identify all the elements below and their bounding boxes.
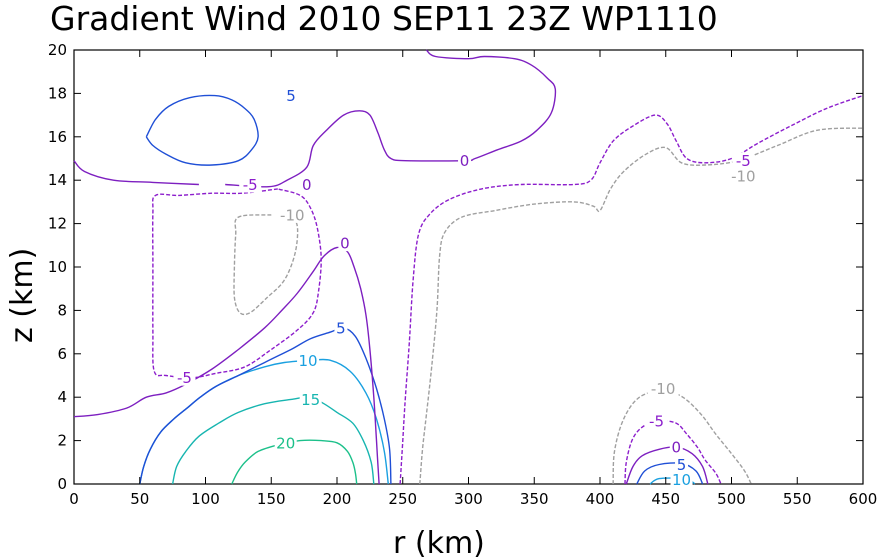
contour-label-background bbox=[727, 167, 759, 184]
x-axis-label: r (km) bbox=[393, 526, 485, 559]
y-tick-label: 18 bbox=[48, 84, 67, 102]
contour-label: 5 bbox=[286, 87, 296, 105]
x-tick-label: 500 bbox=[717, 490, 746, 508]
contour-m5-right bbox=[624, 420, 722, 485]
y-tick-label: 4 bbox=[57, 388, 67, 406]
contour-label-background bbox=[669, 439, 683, 456]
contours bbox=[73, 49, 864, 485]
contour-label: 5 bbox=[677, 456, 687, 474]
y-axis-label: z (km) bbox=[5, 248, 40, 343]
y-tick-label: 16 bbox=[48, 128, 67, 146]
x-tick-label: 0 bbox=[69, 490, 79, 508]
contour-label: -5 bbox=[243, 176, 258, 194]
y-tick-label: 14 bbox=[48, 171, 67, 189]
contour-m5-left bbox=[399, 94, 864, 485]
x-tick-label: 150 bbox=[257, 490, 286, 508]
y-tick-label: 2 bbox=[57, 432, 67, 450]
contour-label: 20 bbox=[276, 434, 295, 452]
x-tick-label: 450 bbox=[651, 490, 680, 508]
x-tick-label: 300 bbox=[454, 490, 483, 508]
contour-label: 0 bbox=[460, 152, 470, 170]
contour-m10-cell bbox=[233, 214, 299, 316]
contour-label: 5 bbox=[336, 319, 346, 337]
contour-5-upper bbox=[145, 94, 259, 166]
contour-label-background bbox=[276, 206, 308, 223]
x-tick-label: 550 bbox=[783, 490, 812, 508]
chart-title: Gradient Wind 2010 SEP11 23Z WP1110 bbox=[50, 0, 718, 38]
contour-label-background bbox=[300, 176, 314, 193]
x-tick-label: 250 bbox=[388, 490, 417, 508]
plot-frame bbox=[73, 49, 864, 485]
x-tick-label: 200 bbox=[323, 490, 352, 508]
contour-label: 10 bbox=[672, 471, 691, 489]
x-tick-label: 350 bbox=[520, 490, 549, 508]
y-tick-label: 6 bbox=[57, 345, 67, 363]
contour-m10-left bbox=[419, 127, 864, 485]
contour-label: 0 bbox=[302, 176, 312, 194]
contour-5-right bbox=[636, 462, 704, 485]
contour-label: -10 bbox=[651, 380, 676, 398]
contour-label-background bbox=[297, 352, 320, 369]
contour-label-background bbox=[458, 152, 472, 169]
y-tick-label: 20 bbox=[48, 41, 67, 59]
contour-label: -5 bbox=[736, 152, 751, 170]
contour-label: -5 bbox=[649, 413, 664, 431]
x-tick-label: 400 bbox=[586, 490, 615, 508]
contour-label-background bbox=[274, 434, 297, 451]
x-tick-label: 100 bbox=[191, 490, 220, 508]
contour-label-background bbox=[239, 176, 262, 193]
contour-label-background bbox=[647, 380, 679, 397]
x-tick-label: 50 bbox=[130, 490, 149, 508]
contour-label: -5 bbox=[177, 369, 192, 387]
contour-0-top bbox=[73, 160, 199, 186]
contour-m10-right bbox=[612, 389, 752, 485]
contour-label-background bbox=[173, 369, 196, 386]
contour-label-background bbox=[299, 391, 322, 408]
x-tick-label: 600 bbox=[849, 490, 878, 508]
contour-5-lower bbox=[139, 326, 392, 485]
contour-15 bbox=[171, 396, 375, 485]
contour-label: 0 bbox=[671, 439, 681, 457]
x-axis: 0 50 100 150 200 250 300 350 400 450 500 550 600 bbox=[69, 50, 877, 508]
y-axis: 0 2 4 6 8 10 12 14 16 18 20 bbox=[48, 41, 863, 493]
contour-label: -10 bbox=[280, 206, 305, 224]
contour-0-main bbox=[73, 246, 380, 485]
contour-label-background bbox=[338, 235, 352, 252]
contour-20 bbox=[231, 439, 358, 485]
y-tick-label: 12 bbox=[48, 215, 67, 233]
y-tick-label: 8 bbox=[57, 301, 67, 319]
contour-label-background bbox=[732, 152, 755, 169]
contour-label: -10 bbox=[731, 167, 756, 185]
contour-label: 10 bbox=[299, 352, 318, 370]
contour-label: 15 bbox=[301, 391, 320, 409]
y-tick-label: 10 bbox=[48, 258, 67, 276]
contour-label: 0 bbox=[340, 235, 350, 253]
contour-label-background bbox=[675, 456, 689, 473]
y-tick-label: 0 bbox=[57, 475, 67, 493]
contour-label-background bbox=[334, 319, 348, 336]
contour-label-background bbox=[670, 471, 693, 488]
contour-label-background bbox=[645, 413, 668, 430]
contour-m5-cell bbox=[152, 188, 322, 379]
contour-0-right bbox=[625, 446, 709, 485]
contour-label-background bbox=[284, 87, 298, 104]
